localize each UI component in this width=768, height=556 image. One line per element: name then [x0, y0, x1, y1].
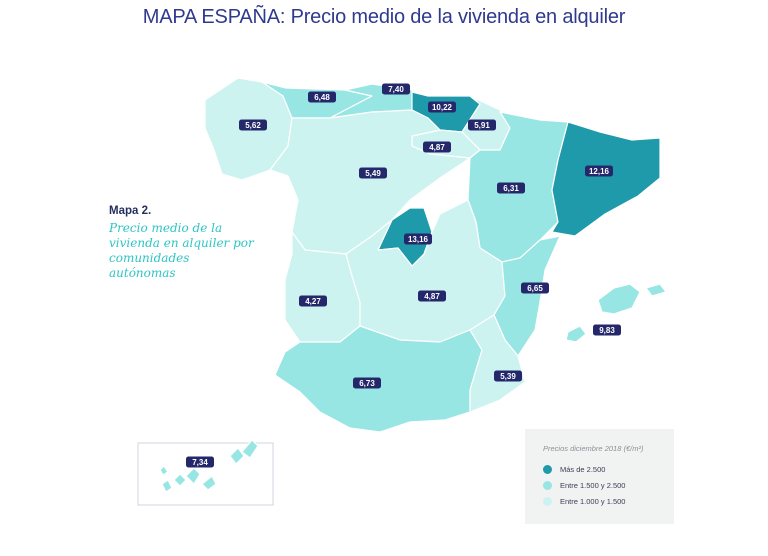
region-comunidad-valenciana — [493, 235, 561, 357]
value-label-text: 6,48 — [314, 93, 330, 102]
value-label-bg — [521, 282, 549, 294]
value-label-text: 6,73 — [359, 379, 375, 388]
region-castilla-y-leon — [269, 109, 471, 255]
value-label-la-rioja: 4,87 — [423, 141, 451, 153]
value-label-bg — [404, 233, 432, 245]
value-label-bg — [353, 377, 381, 389]
value-label-bg — [593, 324, 621, 336]
value-label-andalucia: 6,73 — [353, 377, 381, 389]
value-label-bg — [308, 91, 336, 103]
value-label-extremadura: 4,27 — [299, 295, 327, 307]
region-shape — [597, 283, 641, 315]
value-label-bg — [585, 165, 613, 177]
value-label-text: 5,91 — [474, 121, 490, 130]
value-label-madrid: 13,16 — [404, 233, 432, 245]
legend-title: Precios diciembre 2018 (€/m²) — [543, 444, 644, 453]
map-subtitle: Precio medio de la vivienda en alquiler … — [109, 221, 254, 280]
region-shape — [493, 235, 561, 357]
value-label-comunidad-valenciana: 6,65 — [521, 282, 549, 294]
region-shape — [201, 475, 217, 491]
value-label-navarra: 5,91 — [468, 119, 496, 131]
value-label-asturias: 6,48 — [308, 91, 336, 103]
value-label-bg — [186, 456, 214, 468]
region-shape — [161, 479, 173, 493]
legend-label: Más de 2.500 — [560, 465, 606, 474]
region-shape — [269, 109, 471, 255]
region-shape — [185, 467, 201, 485]
legend-box: Precios diciembre 2018 (€/m²) Más de 2.5… — [525, 429, 674, 524]
value-label-bg — [239, 119, 267, 131]
region-shape — [229, 447, 245, 465]
value-label-bg — [382, 83, 410, 95]
value-label-bg — [494, 370, 522, 382]
region-cataluna — [551, 121, 661, 237]
value-label-cantabria: 7,40 — [382, 83, 410, 95]
value-label-text: 7,40 — [388, 85, 404, 94]
value-label-text: 4,27 — [305, 297, 321, 306]
value-label-pais-vasco: 10,22 — [428, 101, 456, 113]
region-shape — [551, 121, 661, 237]
region-shape — [565, 325, 587, 343]
value-label-canarias: 7,34 — [186, 456, 214, 468]
region-shape — [173, 473, 187, 487]
regions-layer — [137, 77, 667, 506]
map-number-label: Mapa 2. — [109, 205, 152, 217]
map-title: MAPA ESPAÑA: Precio medio de la vivienda… — [142, 6, 626, 28]
value-label-castilla-la-mancha: 4,87 — [418, 290, 446, 302]
value-label-text: 10,22 — [432, 103, 453, 112]
region-shape — [469, 314, 526, 413]
legend-dot-icon — [543, 497, 552, 506]
value-label-islas-baleares: 9,83 — [593, 324, 621, 336]
value-label-castilla-y-leon: 5,49 — [359, 167, 387, 179]
legend-dot-icon — [543, 481, 552, 490]
value-label-text: 9,83 — [599, 326, 615, 335]
value-label-bg — [299, 295, 327, 307]
legend-dot-icon — [543, 465, 552, 474]
value-label-bg — [468, 119, 496, 131]
value-label-aragon: 6,31 — [497, 182, 525, 194]
value-label-text: 5,62 — [245, 121, 261, 130]
value-label-text: 6,31 — [503, 184, 519, 193]
legend-label: Entre 1.500 y 2.500 — [560, 481, 626, 490]
legend-label: Entre 1.000 y 1.500 — [560, 497, 626, 506]
value-label-bg — [418, 290, 446, 302]
labels-layer: 5,62 6,48 7,40 10,22 5,91 4,87 5,49 6,31 12,16 13… — [186, 83, 621, 468]
value-label-galicia: 5,62 — [239, 119, 267, 131]
value-label-text: 7,34 — [192, 458, 208, 467]
value-label-murcia: 5,39 — [494, 370, 522, 382]
value-label-text: 5,39 — [500, 372, 516, 381]
region-shape — [645, 283, 667, 297]
value-label-text: 12,16 — [589, 167, 610, 176]
value-label-text: 6,65 — [527, 284, 543, 293]
value-label-cataluna: 12,16 — [585, 165, 613, 177]
value-label-text: 4,87 — [429, 143, 445, 152]
value-label-bg — [428, 101, 456, 113]
region-canarias — [159, 439, 259, 493]
value-label-bg — [359, 167, 387, 179]
canarias-inset-frame — [137, 442, 274, 506]
value-label-text: 5,49 — [365, 169, 381, 178]
value-label-text: 4,87 — [424, 292, 440, 301]
value-label-text: 13,16 — [408, 235, 429, 244]
value-label-bg — [423, 141, 451, 153]
region-shape — [159, 465, 169, 476]
region-murcia — [469, 314, 526, 413]
region-shape — [241, 439, 259, 459]
value-label-bg — [497, 182, 525, 194]
region-islas-baleares — [565, 283, 667, 343]
